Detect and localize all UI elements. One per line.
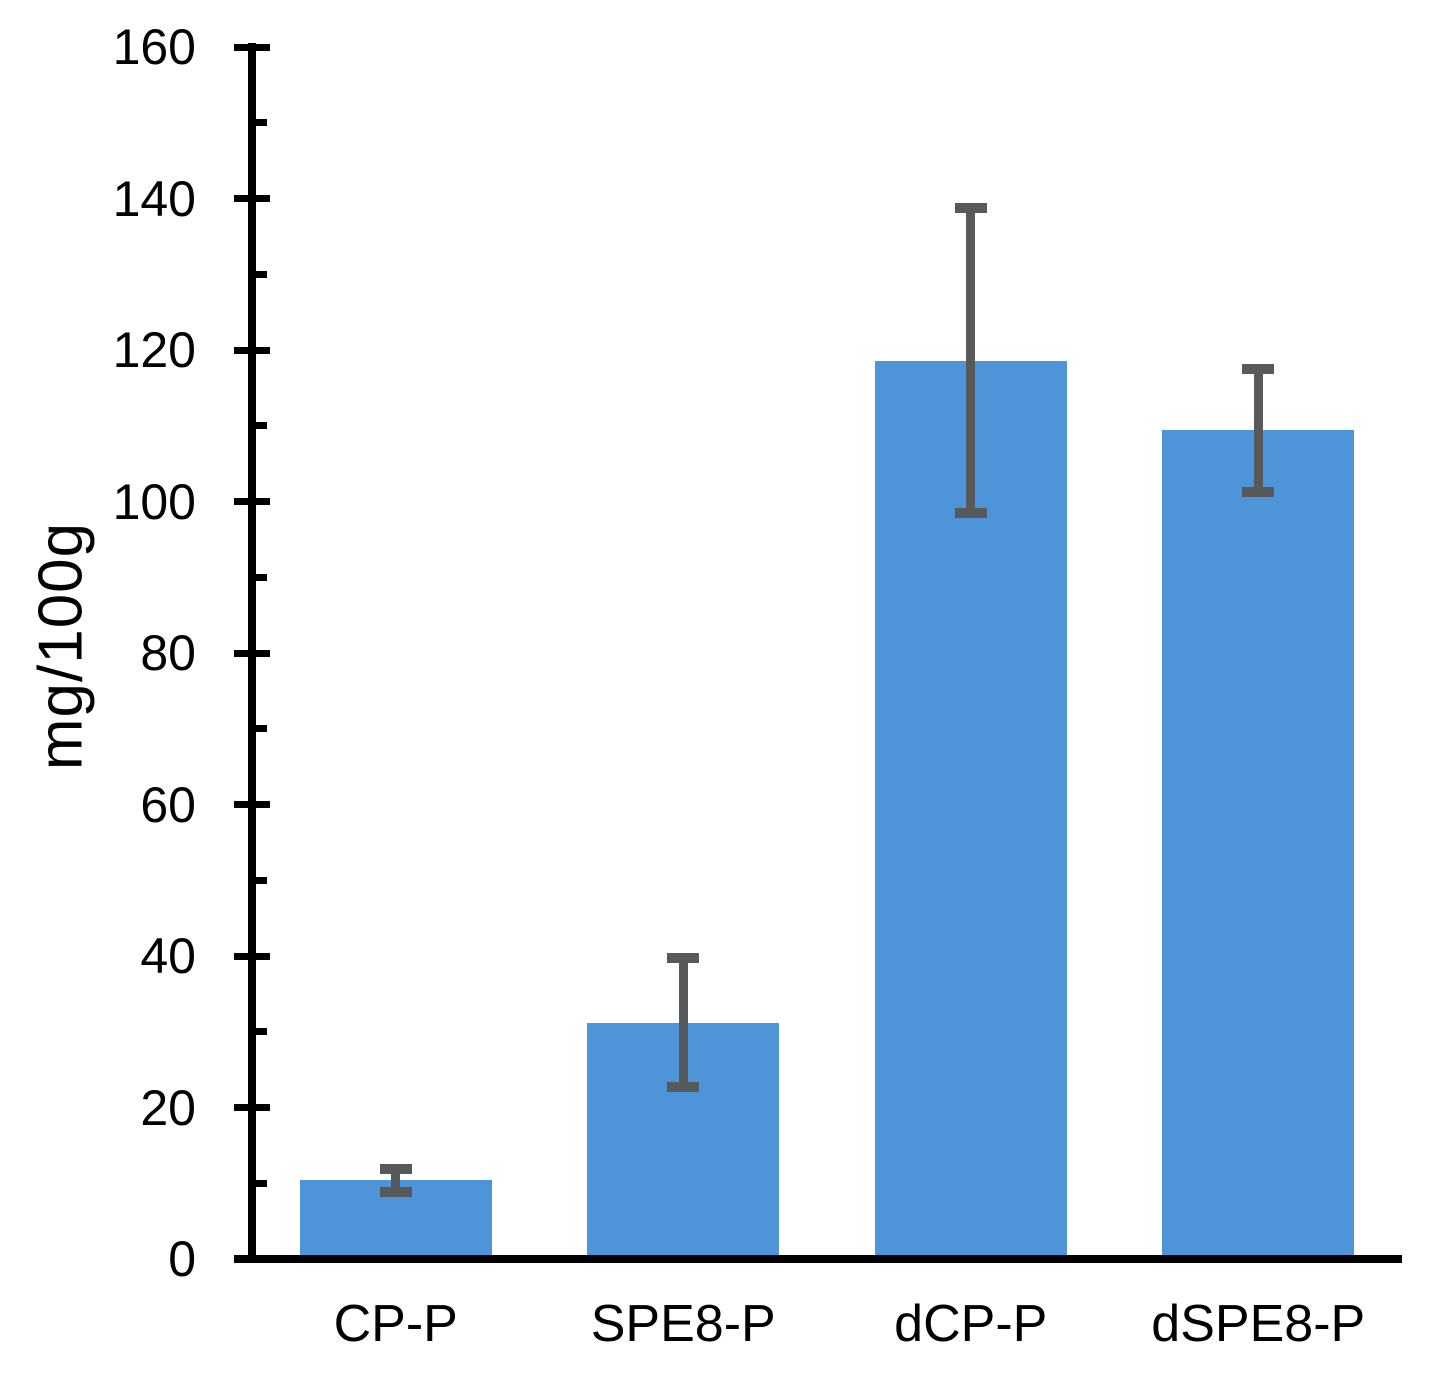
y-tick-label: 60 <box>140 776 196 833</box>
y-minor-tick <box>252 422 267 430</box>
error-bar-cap-top <box>667 953 700 964</box>
y-tick-label: 0 <box>168 1231 196 1287</box>
y-tick-label: 80 <box>140 625 196 681</box>
y-major-tick <box>234 1104 270 1111</box>
y-tick-label: 160 <box>112 19 196 75</box>
y-major-tick <box>234 801 270 808</box>
y-tick-label: 40 <box>140 928 196 984</box>
x-category-label: CP-P <box>333 1295 458 1353</box>
y-minor-tick <box>252 876 267 884</box>
y-major-tick <box>234 346 270 354</box>
error-bar-cap-top <box>954 203 987 214</box>
x-axis-line <box>234 1255 1402 1263</box>
y-minor-tick <box>252 573 267 581</box>
error-bar-cap-top <box>1242 363 1275 374</box>
y-minor-tick <box>252 725 267 733</box>
y-major-tick <box>234 195 270 202</box>
y-major-tick <box>234 43 270 51</box>
error-bar-line <box>678 958 688 1088</box>
y-major-tick <box>234 952 270 960</box>
x-category-label: dCP-P <box>894 1295 1048 1353</box>
y-minor-tick <box>252 1028 267 1036</box>
y-major-tick <box>234 498 270 505</box>
bar <box>1162 430 1355 1259</box>
error-bar-line <box>391 1168 401 1192</box>
y-tick-label: 120 <box>112 322 196 378</box>
y-minor-tick <box>252 270 267 278</box>
error-bar-cap-bottom <box>667 1082 700 1093</box>
error-bar-cap-bottom <box>379 1186 412 1197</box>
y-tick-label: 20 <box>140 1079 196 1136</box>
error-bar-cap-top <box>379 1163 412 1174</box>
y-major-tick <box>234 649 270 657</box>
error-bar-cap-bottom <box>954 507 987 518</box>
error-bar-cap-bottom <box>1242 486 1275 497</box>
x-category-label: SPE8-P <box>590 1295 776 1353</box>
y-minor-tick <box>252 119 267 127</box>
y-tick-label: 140 <box>112 170 196 227</box>
x-category-label: dSPE8-P <box>1151 1295 1366 1353</box>
y-major-tick <box>234 1255 270 1263</box>
y-minor-tick <box>252 1179 267 1187</box>
error-bar-line <box>966 208 976 513</box>
y-tick-label: 100 <box>112 473 196 530</box>
error-bar-line <box>1253 368 1263 492</box>
